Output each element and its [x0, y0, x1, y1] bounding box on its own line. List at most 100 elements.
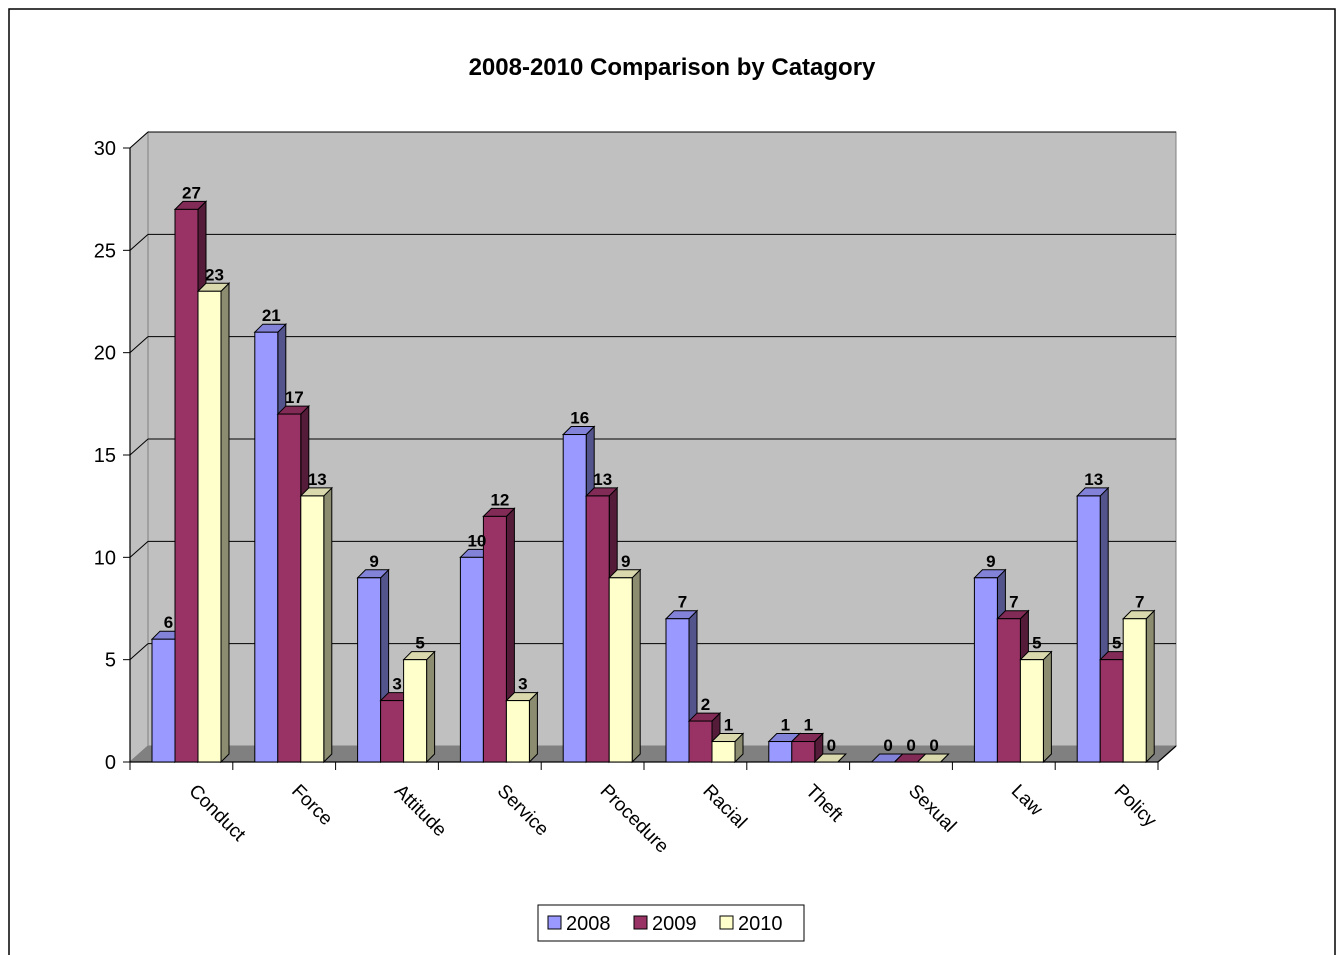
bar-front — [585, 495, 610, 763]
y-tick-label: 25 — [94, 240, 116, 262]
gridline-side — [129, 233, 149, 251]
bar-front — [711, 741, 736, 763]
x-tick-label: Sexual — [904, 781, 960, 837]
bar-front — [254, 331, 279, 763]
bar-front — [791, 741, 816, 763]
gridline-side — [129, 438, 149, 456]
data-label: 16 — [570, 409, 589, 428]
data-label: 9 — [621, 552, 630, 571]
data-label: 12 — [490, 490, 509, 509]
chart-title: 2008-2010 Comparison by Catagory — [469, 54, 876, 81]
data-label: 17 — [285, 388, 304, 407]
bar-front — [482, 515, 507, 763]
data-label: 1 — [804, 716, 813, 735]
bar — [916, 753, 950, 763]
y-tick-label: 20 — [94, 343, 116, 365]
data-label: 13 — [1084, 470, 1103, 489]
data-label: 5 — [1032, 634, 1041, 653]
y-tick-label: 30 — [94, 138, 116, 160]
bar-front — [197, 290, 222, 763]
data-label: 13 — [593, 470, 612, 489]
y-tick-label: 10 — [94, 547, 116, 569]
data-label: 9 — [369, 552, 378, 571]
bar-side — [426, 650, 436, 764]
x-tick-label: Policy — [1110, 781, 1161, 832]
bar-front — [277, 413, 302, 763]
bar-side — [528, 691, 538, 764]
data-label: 3 — [518, 675, 527, 694]
bar-front — [300, 495, 325, 763]
x-tick-label: Racial — [698, 781, 750, 833]
data-label: 5 — [415, 634, 424, 653]
bar-front — [380, 700, 405, 763]
data-label: 0 — [883, 736, 892, 755]
bar-top — [916, 753, 950, 763]
bar-front — [1076, 495, 1101, 763]
bar-front — [1122, 618, 1147, 763]
x-tick-label: Procedure — [596, 781, 673, 858]
y-tick-label: 15 — [94, 445, 116, 467]
bar — [299, 486, 334, 764]
bar — [196, 282, 231, 764]
x-axis-depth — [1157, 745, 1177, 763]
data-label: 0 — [906, 736, 915, 755]
chart-border — [8, 8, 1336, 955]
x-tick-label: Theft — [801, 781, 847, 827]
bar-front — [357, 577, 382, 763]
gridline-side — [129, 131, 149, 149]
legend-label: 2010 — [738, 913, 783, 935]
x-tick-label: Law — [1007, 781, 1047, 821]
x-tick-label: Service — [493, 781, 553, 841]
gridline-side — [129, 336, 149, 354]
bar-side — [1042, 650, 1052, 764]
data-label: 3 — [392, 675, 401, 694]
bar-side — [1145, 609, 1155, 764]
bar-front — [665, 618, 690, 763]
data-label: 9 — [986, 552, 995, 571]
bar-side — [323, 486, 333, 764]
legend-label: 2008 — [566, 913, 611, 935]
bar-front — [403, 659, 428, 763]
bar-front — [174, 208, 199, 763]
data-label: 7 — [1135, 593, 1144, 612]
bar — [813, 753, 848, 763]
data-label: 5 — [1112, 634, 1121, 653]
bar — [790, 732, 825, 764]
bar — [402, 650, 436, 764]
x-tick-label: Conduct — [184, 781, 249, 846]
data-label: 23 — [205, 265, 224, 284]
legend: 2008 2009 2010 — [537, 904, 805, 942]
data-label: 1 — [781, 716, 790, 735]
bar-front — [608, 577, 633, 763]
bar-top — [813, 753, 848, 763]
bar — [710, 732, 745, 764]
bar-front — [151, 638, 176, 763]
gridline-side — [129, 540, 149, 558]
data-label: 7 — [1009, 593, 1018, 612]
data-label: 13 — [308, 470, 327, 489]
data-label: 0 — [929, 736, 938, 755]
data-label: 6 — [164, 613, 173, 632]
x-tick-label: Force — [287, 781, 336, 830]
bar-front — [973, 577, 998, 763]
bar-front — [768, 741, 793, 763]
legend-swatch — [719, 915, 734, 930]
legend-label: 2009 — [652, 913, 697, 935]
bar — [607, 568, 642, 764]
legend-swatch — [547, 915, 562, 930]
y-tick-label: 0 — [105, 752, 116, 774]
bar-side — [631, 568, 641, 764]
bar-side — [220, 282, 230, 764]
bar-front — [1019, 659, 1044, 763]
x-tick-label: Attitude — [390, 781, 450, 841]
bar-front — [505, 700, 530, 763]
bar-front — [1099, 659, 1124, 763]
legend-box — [537, 904, 805, 942]
y-tick-label: 5 — [105, 650, 116, 672]
data-label: 27 — [182, 183, 201, 202]
bar-front — [459, 556, 484, 763]
bar — [505, 691, 539, 764]
bar-front — [996, 618, 1021, 763]
